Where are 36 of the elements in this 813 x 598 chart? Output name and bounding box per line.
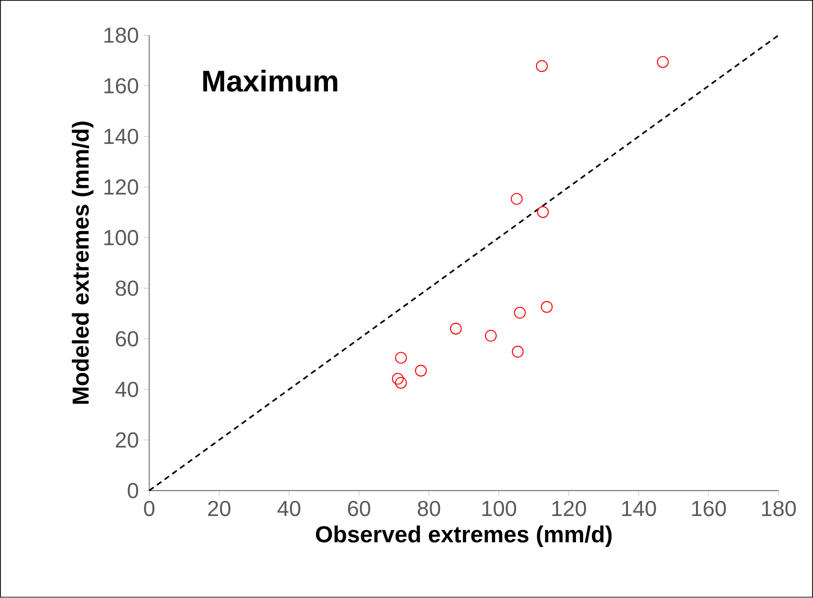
point: [395, 377, 407, 389]
y-axis-title: Modeled extremes (mm/d): [72, 122, 94, 404]
x-tick-label: 140: [622, 500, 656, 516]
x-tick-label: 0: [144, 500, 154, 516]
y-tick-label: 20: [116, 432, 138, 448]
x-tick-label: 80: [418, 500, 440, 516]
x-axis-title: Observed extremes (mm/d): [316, 526, 612, 548]
point: [540, 301, 553, 313]
point: [510, 193, 523, 205]
x-tick-label: 60: [348, 500, 370, 516]
y-tick-label: 160: [104, 78, 138, 94]
y-tick-label: 100: [104, 230, 138, 246]
point: [414, 364, 427, 377]
x-tick-label: 180: [762, 500, 796, 516]
y-tick-label: 60: [116, 331, 138, 347]
y-tick-label: 0: [128, 483, 138, 498]
y-tick-label: 140: [104, 128, 138, 144]
point: [395, 352, 407, 364]
x-tick-label: 20: [208, 500, 230, 516]
point: [537, 206, 549, 218]
point: [514, 306, 526, 319]
point: [536, 60, 548, 72]
point: [656, 56, 669, 68]
x-tick-label: 120: [552, 500, 586, 516]
y-tick-label: 40: [115, 382, 138, 398]
x-tick-label: 100: [482, 500, 516, 516]
x-tick-label: 160: [692, 500, 726, 516]
y-tick-label: 180: [104, 28, 138, 44]
point: [450, 322, 462, 335]
point: [512, 346, 524, 358]
text: Maximum: [203, 70, 338, 92]
point: [484, 330, 497, 342]
x-tick-label: 40: [277, 500, 300, 516]
point: [392, 373, 404, 385]
y-tick-label: 80: [116, 280, 138, 296]
y-tick-label: 120: [104, 179, 138, 195]
